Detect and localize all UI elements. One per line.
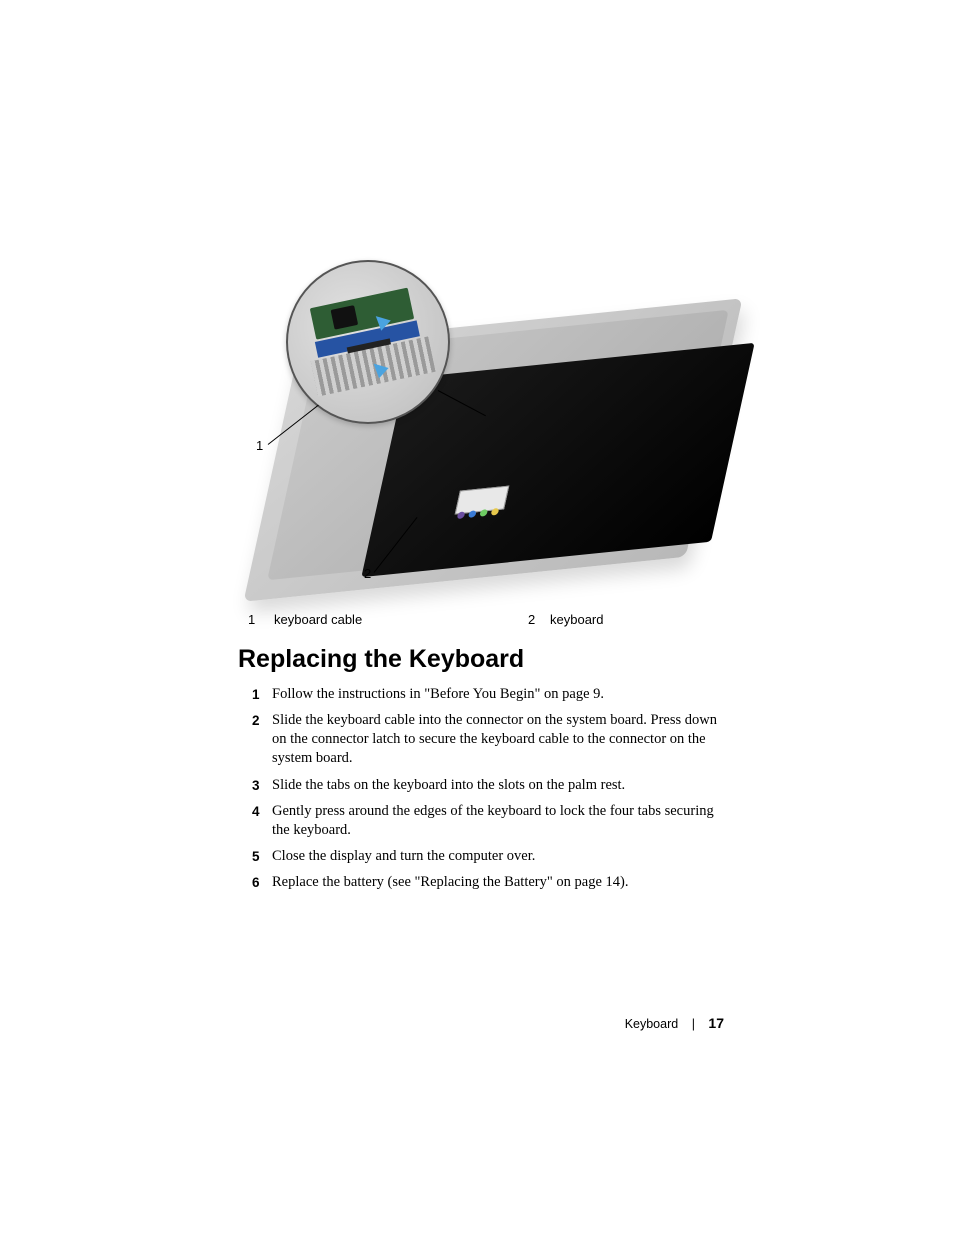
footer-page-number: 17: [708, 1015, 724, 1031]
step-5: 5 Close the display and turn the compute…: [252, 847, 732, 866]
step-text: Gently press around the edges of the key…: [272, 802, 732, 840]
step-text: Slide the tabs on the keyboard into the …: [272, 776, 625, 795]
step-text: Close the display and turn the computer …: [272, 847, 535, 866]
figure: 1 2: [238, 260, 738, 590]
step-2: 2 Slide the keyboard cable into the conn…: [252, 711, 732, 768]
step-number: 4: [252, 802, 272, 840]
legend-num-2: 2: [528, 612, 550, 627]
figure-legend: 1 keyboard cable 2 keyboard: [248, 612, 603, 627]
step-number: 3: [252, 776, 272, 795]
step-text: Replace the battery (see "Replacing the …: [272, 873, 628, 892]
section-heading: Replacing the Keyboard: [238, 645, 524, 674]
step-number: 2: [252, 711, 272, 768]
step-4: 4 Gently press around the edges of the k…: [252, 802, 732, 840]
footer-separator: |: [692, 1017, 695, 1031]
footer-section: Keyboard: [625, 1017, 679, 1031]
steps-list: 1 Follow the instructions in "Before You…: [252, 685, 732, 899]
legend-num-1: 1: [248, 612, 274, 627]
page-footer: Keyboard | 17: [0, 1015, 724, 1031]
step-number: 6: [252, 873, 272, 892]
page: 1 2 1 keyboard cable 2 keyboard Replacin…: [0, 0, 954, 1235]
step-1: 1 Follow the instructions in "Before You…: [252, 685, 732, 704]
callout-2-number: 2: [364, 566, 371, 581]
step-text: Follow the instructions in "Before You B…: [272, 685, 604, 704]
step-text: Slide the keyboard cable into the connec…: [272, 711, 732, 768]
step-3: 3 Slide the tabs on the keyboard into th…: [252, 776, 732, 795]
zoom-detail: [286, 260, 450, 424]
step-number: 1: [252, 685, 272, 704]
step-number: 5: [252, 847, 272, 866]
callout-1-number: 1: [256, 438, 263, 453]
legend-text-1: keyboard cable: [274, 612, 528, 627]
step-6: 6 Replace the battery (see "Replacing th…: [252, 873, 732, 892]
legend-text-2: keyboard: [550, 612, 603, 627]
